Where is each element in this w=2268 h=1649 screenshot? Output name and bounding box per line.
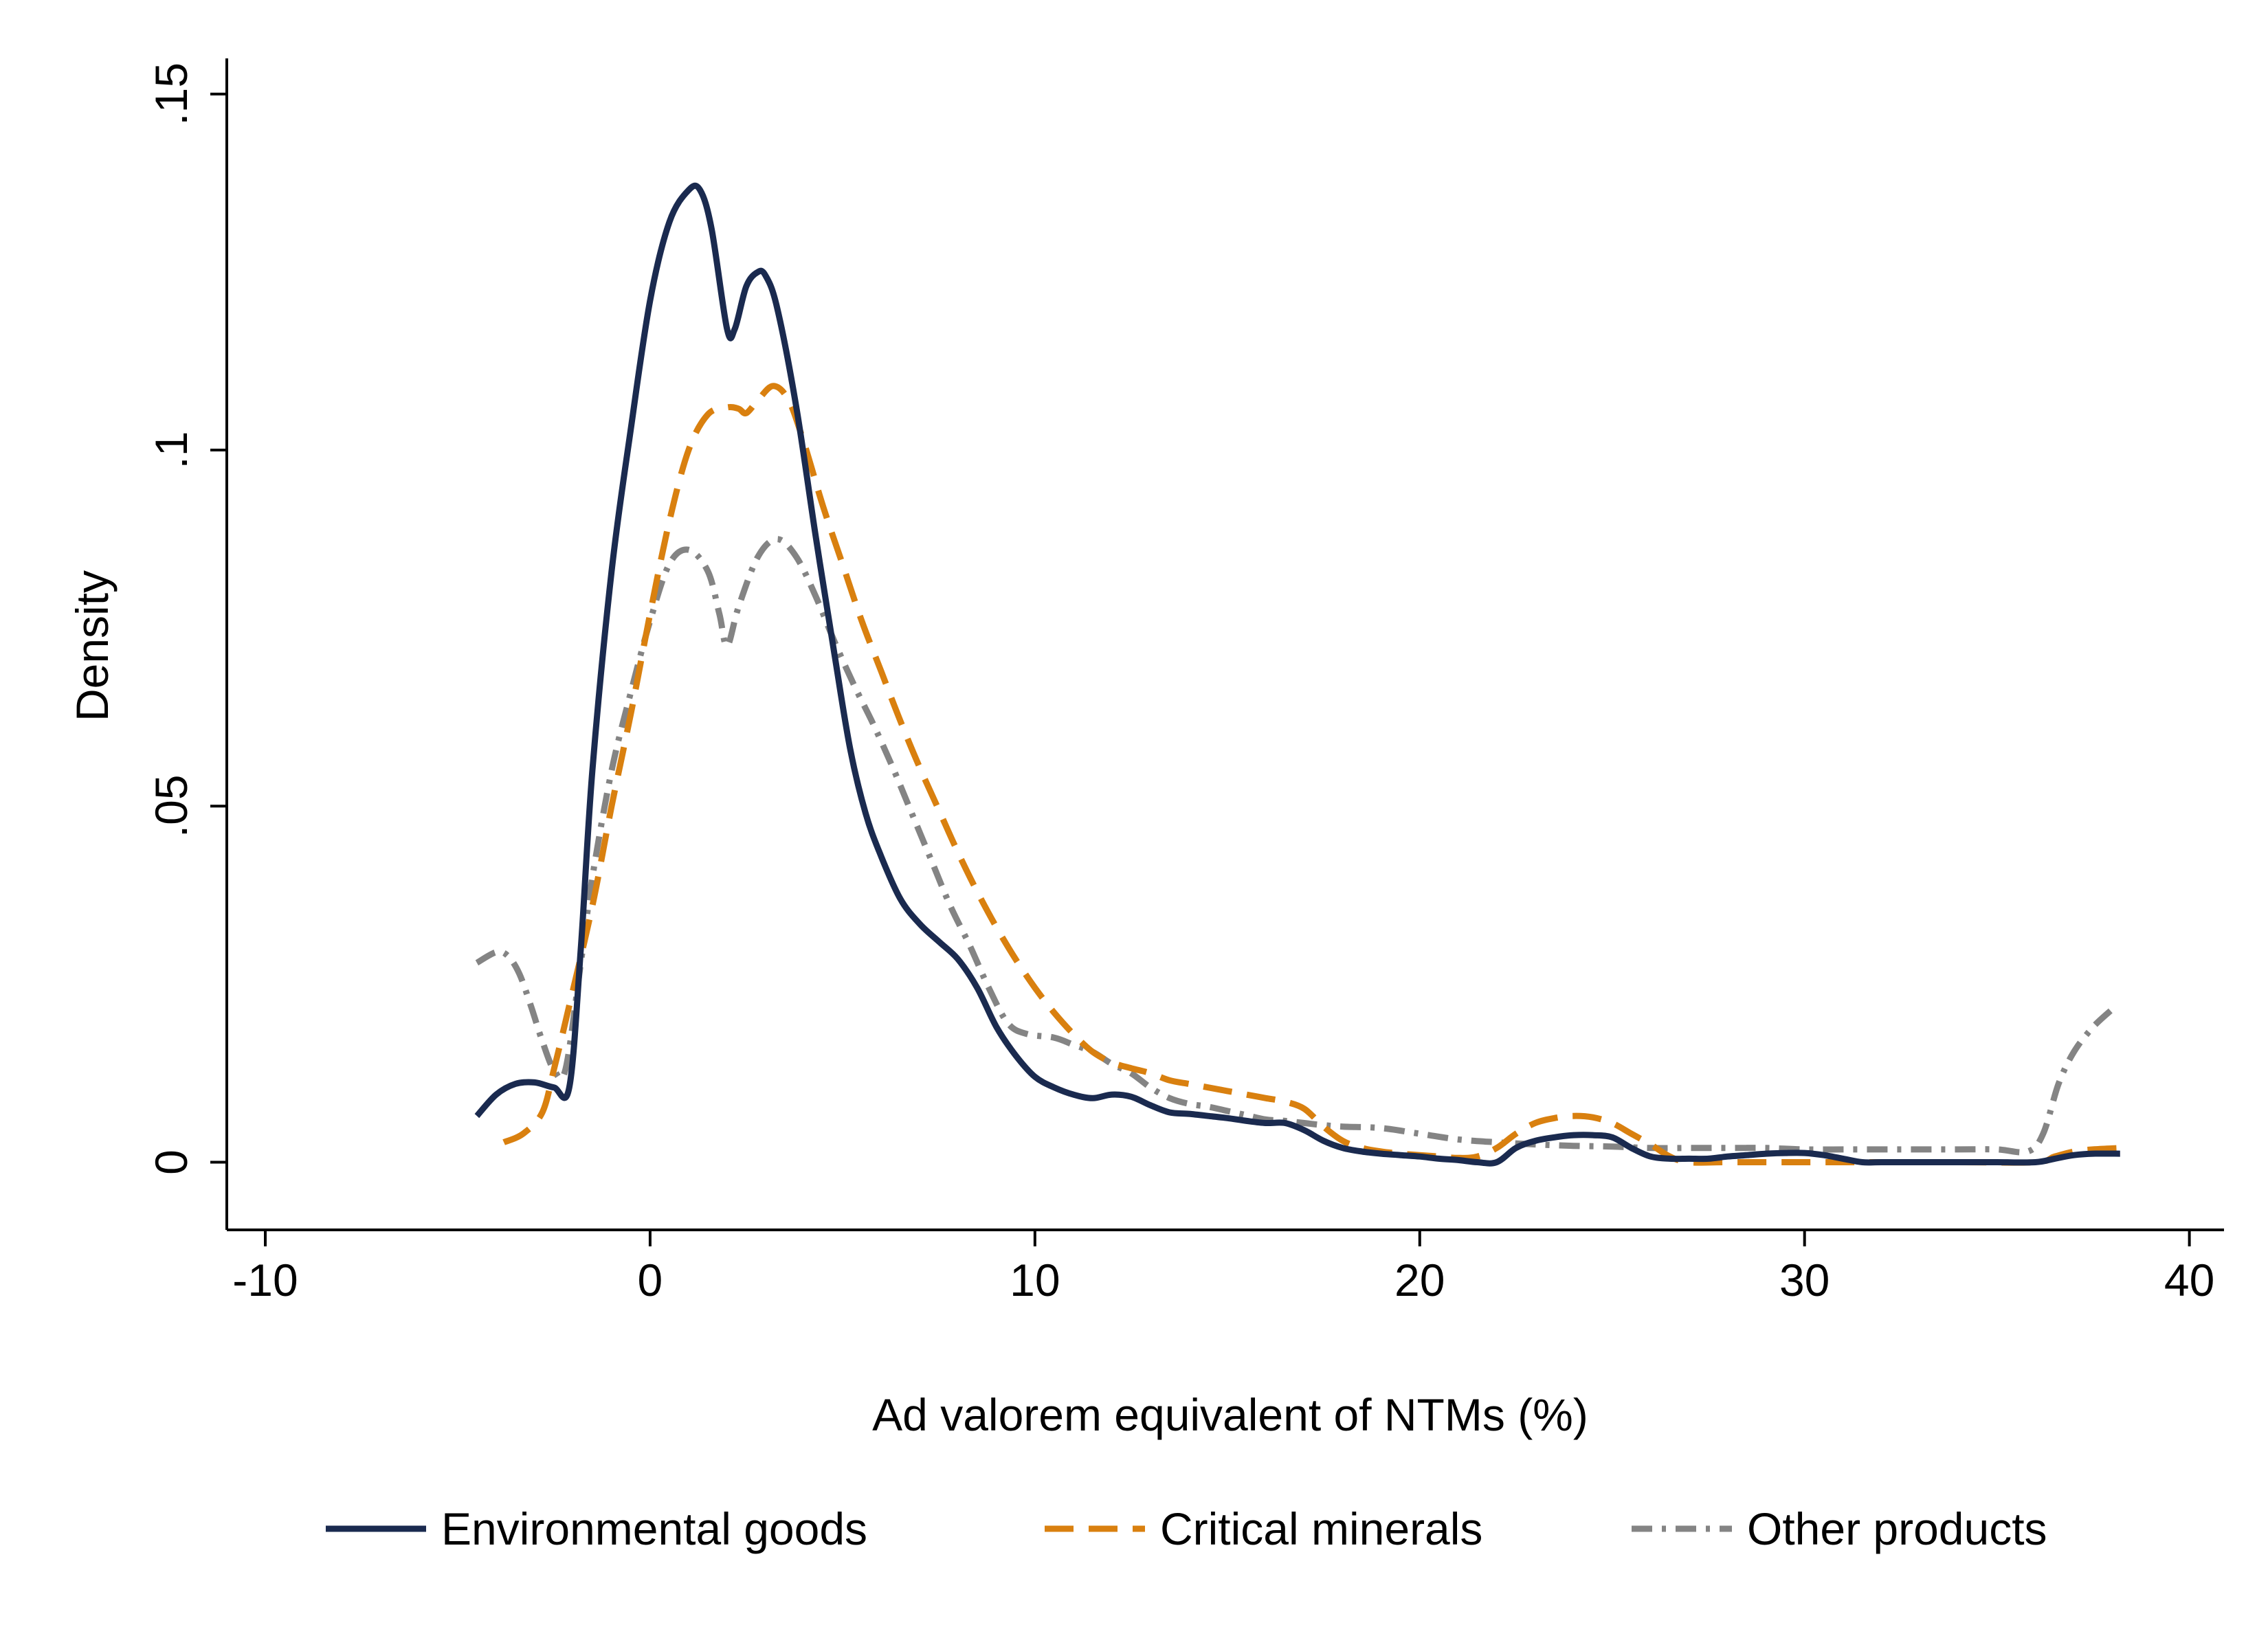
x-tick-label: 10	[1010, 1255, 1060, 1305]
x-tick-label: -10	[232, 1255, 298, 1305]
series-line-other-products	[475, 536, 2115, 1156]
plot-lines	[474, 182, 2121, 1167]
axes: -10 0 10 20 30 40 0 .05 .1 .15	[146, 58, 2224, 1305]
y-axis-label: Density	[67, 570, 118, 721]
x-tick-label: 40	[2164, 1255, 2214, 1305]
y-tick-label: .1	[146, 431, 197, 469]
series-line-environmental-goods	[474, 182, 2120, 1167]
y-tick-label: 0	[146, 1149, 197, 1175]
legend-label-critical-minerals: Critical minerals	[1160, 1503, 1482, 1554]
x-tick-label: 0	[638, 1255, 663, 1305]
x-axis-ticks: -10 0 10 20 30 40	[232, 1230, 2214, 1305]
y-tick-label: .15	[146, 63, 197, 126]
series-line-critical-minerals	[502, 383, 2121, 1166]
legend-label-environmental-goods: Environmental goods	[441, 1503, 867, 1554]
x-axis-label: Ad valorem equivalent of NTMs (%)	[872, 1389, 1588, 1440]
y-axis-ticks: 0 .05 .1 .15	[146, 63, 227, 1175]
legend: Environmental goods Critical minerals Ot…	[326, 1503, 2047, 1554]
x-tick-label: 30	[1779, 1255, 1830, 1305]
x-tick-label: 20	[1394, 1255, 1445, 1305]
y-tick-label: .05	[146, 774, 197, 838]
legend-label-other-products: Other products	[1747, 1503, 2047, 1554]
